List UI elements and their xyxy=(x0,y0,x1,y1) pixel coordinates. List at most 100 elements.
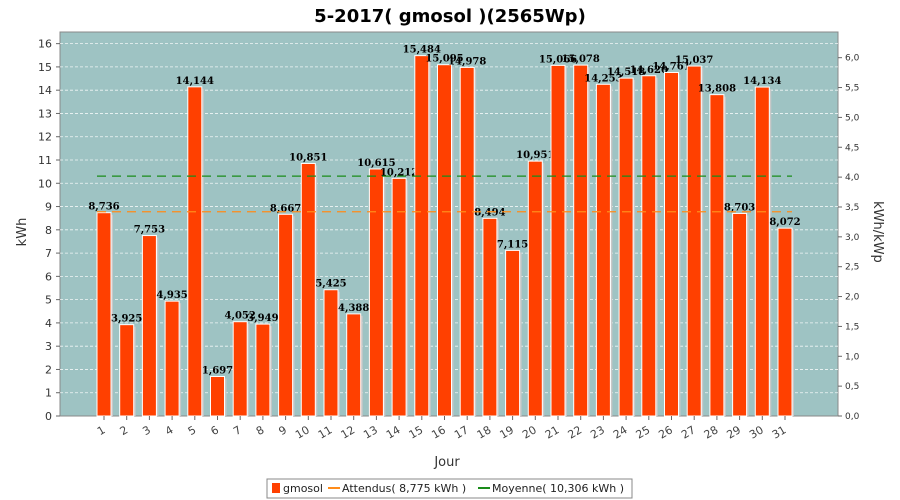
bar xyxy=(323,289,339,417)
y-tick-label: 4 xyxy=(45,317,52,330)
x-tick-label: 30 xyxy=(747,423,766,441)
y-right-tick-label: 2,0 xyxy=(845,293,860,303)
legend-box xyxy=(266,478,633,499)
bar xyxy=(664,71,679,417)
data-label: 8,072 xyxy=(769,217,800,228)
x-tick-label: 4 xyxy=(163,423,176,438)
x-axis-label: Jour xyxy=(433,455,460,470)
legend-swatch-gmosol xyxy=(272,483,280,493)
bar xyxy=(618,77,634,417)
y-tick-label: 1 xyxy=(45,387,52,400)
data-label: 15,066 xyxy=(539,54,577,65)
x-tick-label: 31 xyxy=(770,423,789,441)
data-label: 15,078 xyxy=(562,54,600,65)
bar xyxy=(232,321,248,417)
x-tick-label: 15 xyxy=(407,423,426,441)
bar xyxy=(414,55,430,417)
x-tick-label: 20 xyxy=(520,423,539,441)
y-right-tick-label: 1,0 xyxy=(845,352,860,362)
data-label: 7,753 xyxy=(134,225,165,236)
x-tick-label: 17 xyxy=(452,423,471,441)
y-tick-label: 13 xyxy=(38,107,52,120)
y-right-tick-label: 2,5 xyxy=(845,263,859,273)
x-tick-label: 29 xyxy=(724,423,743,441)
bar xyxy=(550,64,566,417)
y-tick-label: 15 xyxy=(38,61,52,74)
y-tick-label: 11 xyxy=(38,154,52,167)
x-tick-label: 8 xyxy=(254,423,267,438)
y-tick-label: 9 xyxy=(45,201,52,214)
y-tick-label: 14 xyxy=(38,84,52,97)
x-tick-label: 22 xyxy=(566,423,585,441)
data-label: 4,388 xyxy=(338,303,369,314)
y-right-tick-label: 4,5 xyxy=(845,143,859,153)
y-axis-right-label: kWh/kWp xyxy=(870,201,885,263)
x-tick-label: 26 xyxy=(656,423,675,441)
bar xyxy=(641,75,657,417)
bar xyxy=(346,313,362,417)
bar xyxy=(595,83,611,417)
data-label: 14,144 xyxy=(176,76,214,87)
y-right-tick-label: 3,0 xyxy=(845,233,860,243)
data-label: 15,484 xyxy=(403,45,441,56)
x-tick-label: 28 xyxy=(702,423,721,441)
x-tick-label: 16 xyxy=(429,423,448,441)
data-label: 3,925 xyxy=(111,314,142,325)
data-label: 1,697 xyxy=(202,366,233,377)
data-label: 3,949 xyxy=(247,313,278,324)
data-label: 15,037 xyxy=(675,55,713,66)
y-right-tick-label: 6,0 xyxy=(845,54,860,64)
x-tick-label: 6 xyxy=(208,423,221,438)
y-tick-label: 16 xyxy=(38,38,52,51)
legend-label-attendus: Attendus( 8,775 kWh ) xyxy=(342,482,466,495)
x-tick-label: 19 xyxy=(497,423,516,441)
chart-title: 5-2017( gmosol )(2565Wp) xyxy=(314,6,586,27)
data-label: 7,115 xyxy=(497,239,528,250)
x-tick-label: 3 xyxy=(140,423,153,438)
legend-label-gmosol: gmosol xyxy=(283,482,323,495)
data-label: 5,425 xyxy=(315,279,346,290)
x-tick-label: 21 xyxy=(543,423,562,441)
x-tick-label: 10 xyxy=(293,423,312,441)
bar xyxy=(754,86,770,417)
x-tick-label: 25 xyxy=(634,423,653,441)
data-label: 14,978 xyxy=(448,56,486,67)
x-tick-label: 27 xyxy=(679,423,698,441)
bar xyxy=(141,235,157,417)
data-label: 14,620 xyxy=(630,65,668,76)
bar xyxy=(573,64,589,417)
y-right-tick-label: 0,0 xyxy=(845,412,860,422)
data-label: 10,615 xyxy=(357,158,395,169)
bar xyxy=(459,66,475,417)
x-tick-label: 2 xyxy=(118,423,131,438)
bar xyxy=(709,94,725,417)
bar xyxy=(482,217,498,417)
bar xyxy=(255,323,271,417)
bar xyxy=(505,249,521,417)
y-tick-label: 6 xyxy=(45,270,52,283)
data-label: 10,212 xyxy=(380,167,418,178)
data-label: 10,851 xyxy=(289,152,327,163)
y-tick-label: 7 xyxy=(45,247,52,260)
x-tick-label: 24 xyxy=(611,423,630,441)
bar xyxy=(686,65,702,417)
legend: gmosol Attendus( 8,775 kWh ) Moyenne( 10… xyxy=(266,478,633,499)
data-label: 8,667 xyxy=(270,203,301,214)
x-tick-label: 23 xyxy=(588,423,607,441)
y-tick-label: 12 xyxy=(38,131,52,144)
data-label: 14,761 xyxy=(652,61,690,72)
y-tick-label: 5 xyxy=(45,294,52,307)
data-label: 8,736 xyxy=(88,202,119,213)
y-tick-label: 0 xyxy=(45,410,52,423)
data-label: 8,703 xyxy=(724,202,755,213)
bar xyxy=(300,162,316,417)
y-right-tick-label: 4,0 xyxy=(845,173,860,183)
x-tick-label: 12 xyxy=(339,423,358,441)
data-label: 8,494 xyxy=(474,207,505,218)
bar xyxy=(187,86,203,417)
y-right-tick-label: 3,5 xyxy=(845,203,859,213)
bar xyxy=(210,376,225,417)
x-tick-label: 14 xyxy=(384,423,403,441)
data-label: 4,935 xyxy=(156,290,187,301)
